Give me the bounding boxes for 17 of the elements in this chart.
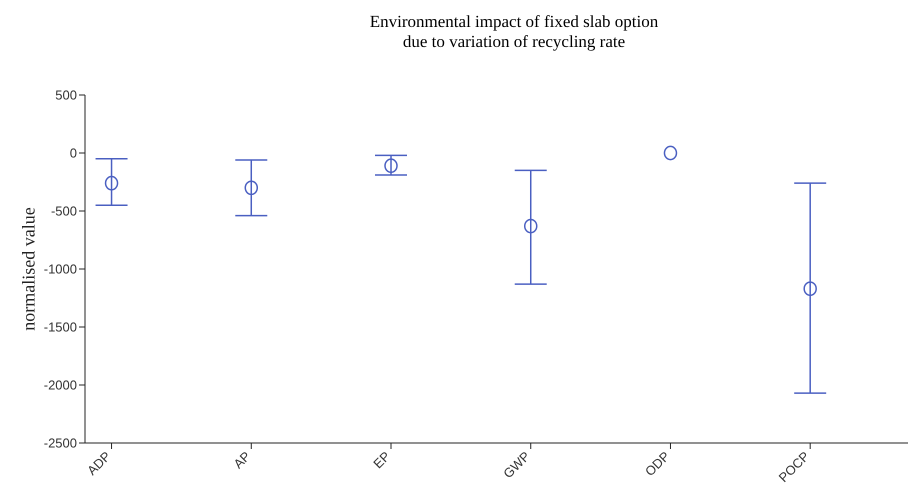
chart-title: Environmental impact of fixed slab option due to variation of recycling rate bbox=[368, 12, 660, 52]
point bbox=[244, 180, 258, 196]
point bbox=[384, 158, 398, 174]
point bbox=[524, 218, 538, 234]
y-tick-label: -1000 bbox=[44, 262, 77, 277]
y-tick-label: -2500 bbox=[44, 436, 77, 451]
point bbox=[803, 281, 817, 296]
y-axis-title: normalised value bbox=[18, 207, 38, 331]
y-tick-label: -2000 bbox=[44, 378, 77, 393]
point bbox=[104, 176, 118, 191]
y-tick-label: -1500 bbox=[44, 320, 77, 335]
point bbox=[664, 146, 678, 160]
y-tick-label: 500 bbox=[55, 88, 77, 103]
x-tick-label: AP bbox=[230, 448, 254, 472]
y-tick-label: -500 bbox=[50, 204, 77, 219]
x-tick-label: EP bbox=[370, 448, 394, 472]
y-tick-label: 0 bbox=[70, 146, 77, 161]
